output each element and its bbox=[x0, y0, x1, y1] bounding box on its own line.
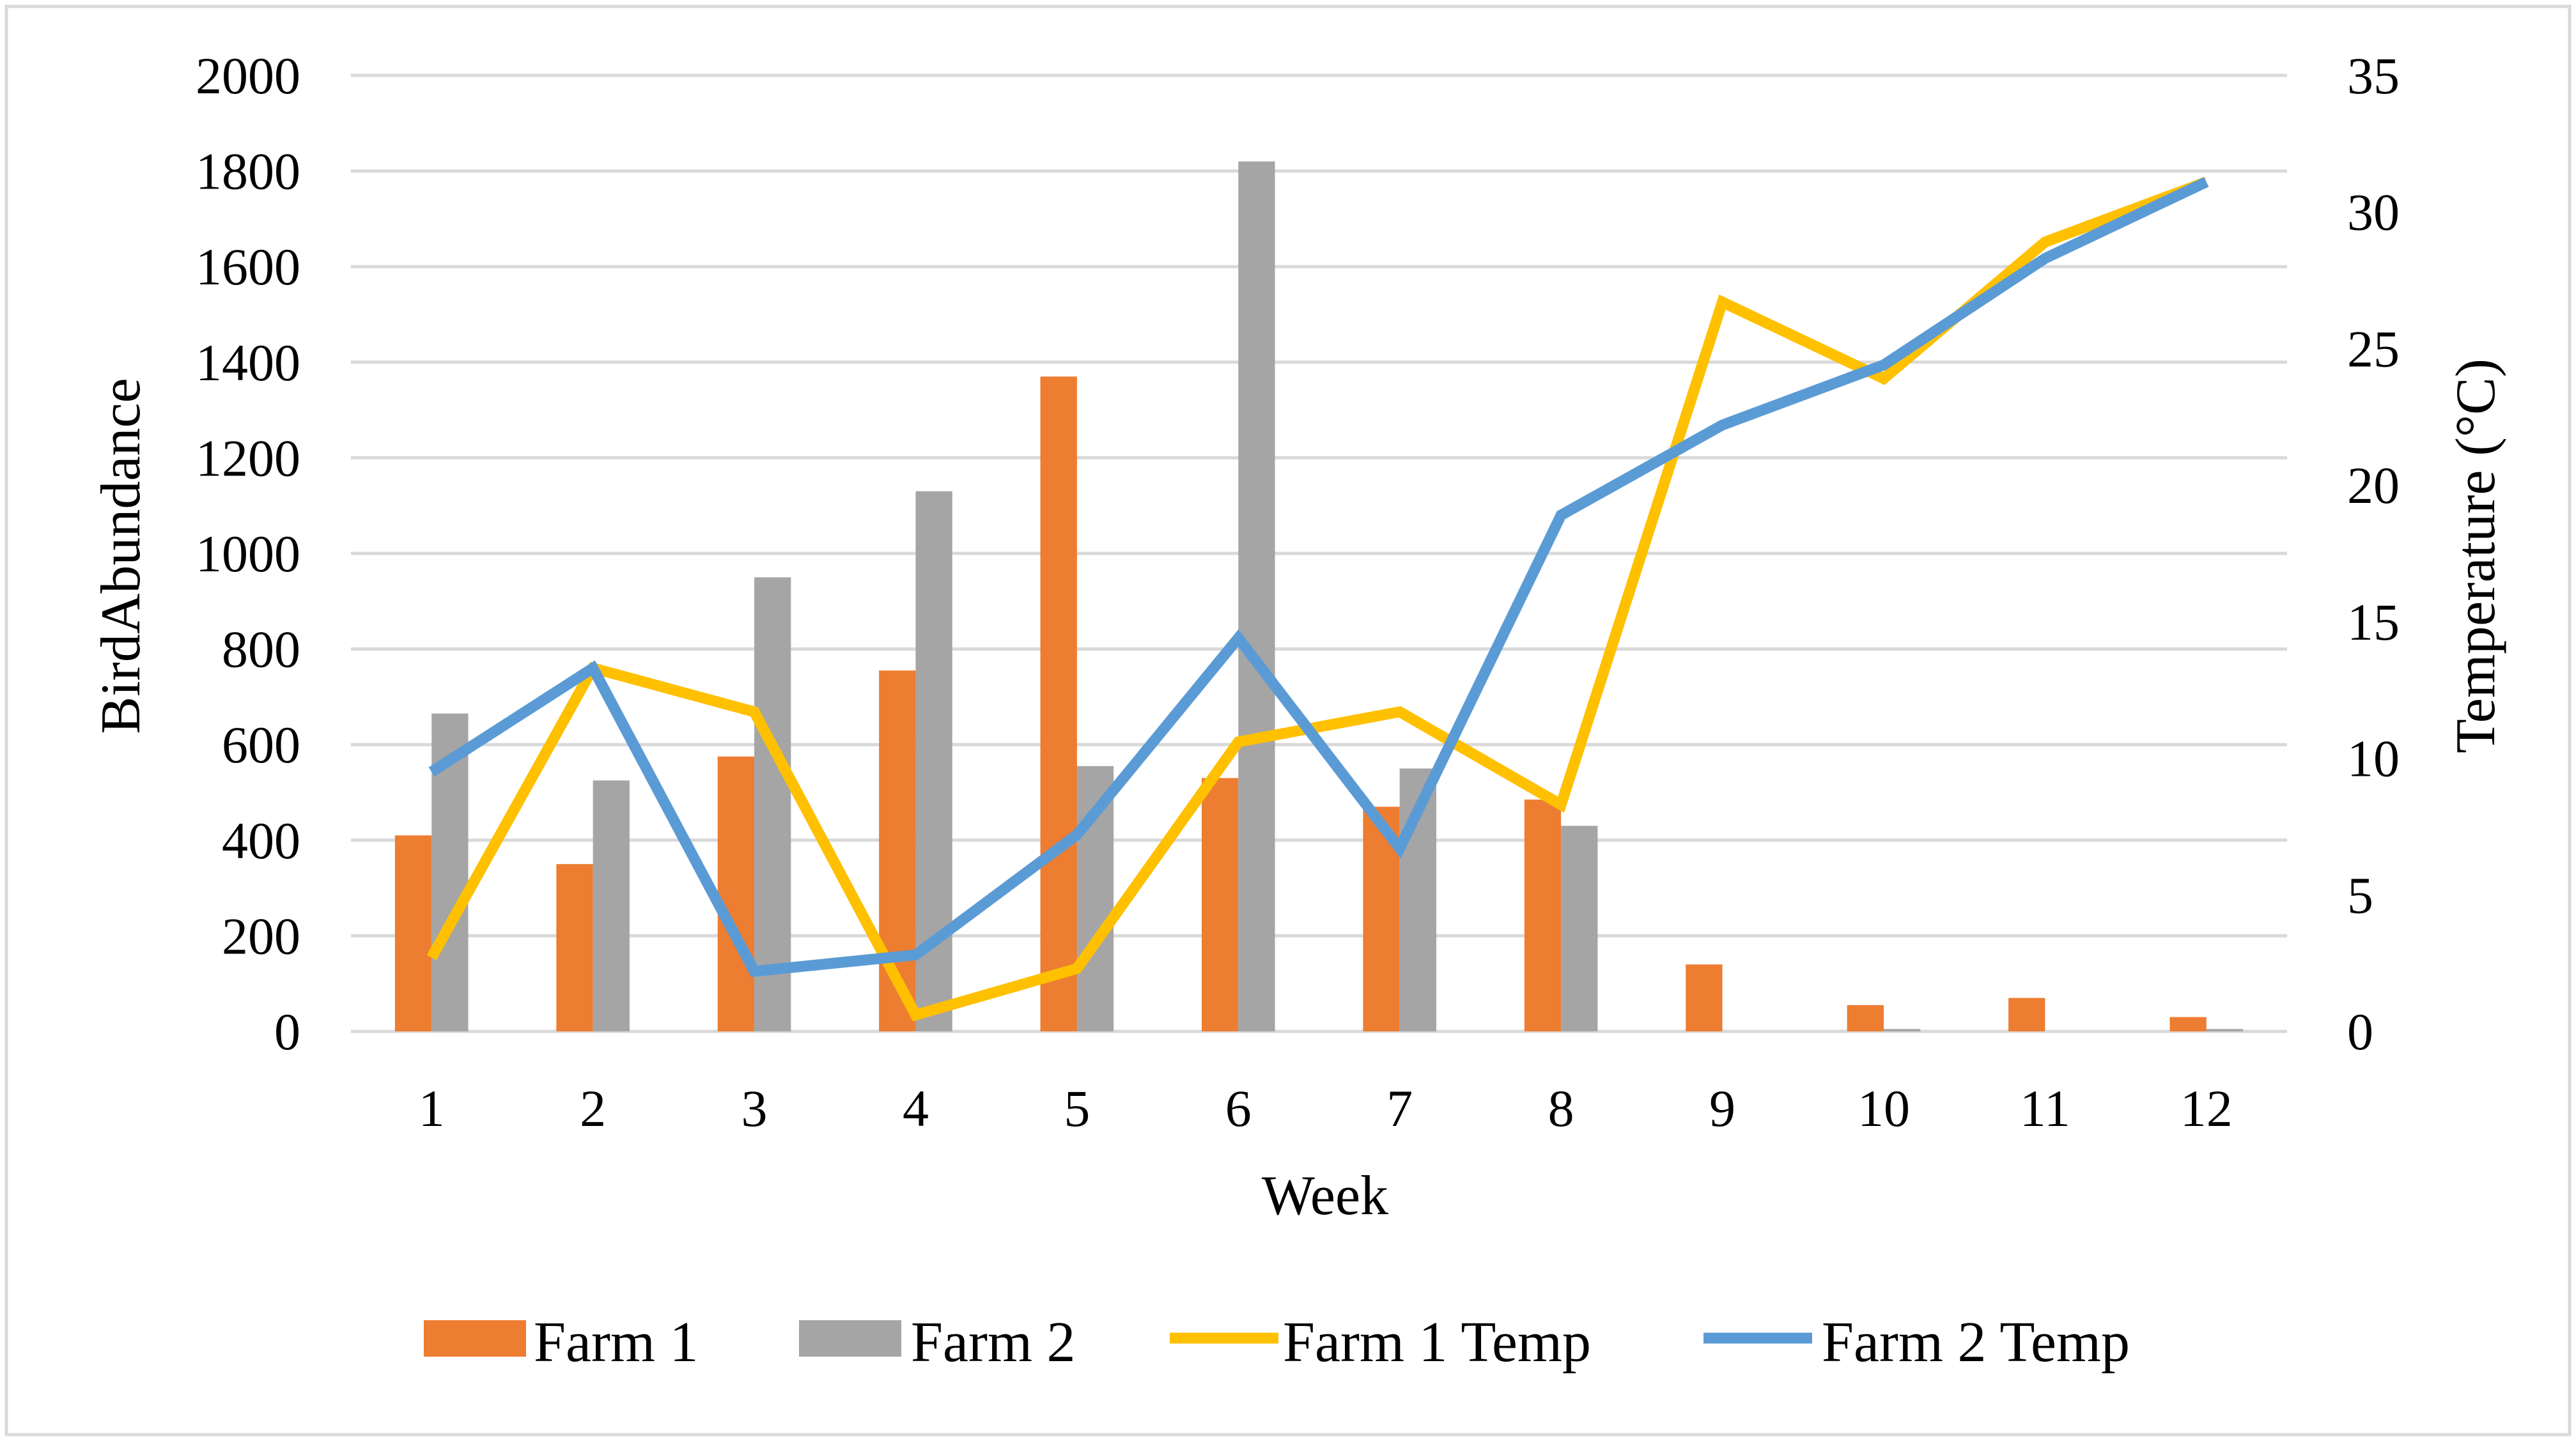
bar-farm-2 bbox=[2206, 1029, 2244, 1031]
x-tick-label: 2 bbox=[580, 1079, 606, 1137]
bar-farm-1 bbox=[1847, 1005, 1884, 1031]
x-tick-label: 11 bbox=[2020, 1079, 2070, 1137]
y-axis-right-title: Temperature (°C) bbox=[2445, 358, 2507, 753]
bar-farm-1 bbox=[394, 835, 432, 1031]
legend-swatch bbox=[799, 1320, 901, 1357]
x-tick-label: 9 bbox=[1709, 1079, 1735, 1137]
y-axis-left-title: BirdAbundance bbox=[90, 378, 152, 734]
y-axis-left-ticks: 0 200 400 600 800 1000 1200 1400 1600 1800 2000 bbox=[196, 47, 300, 1061]
x-tick-label: 7 bbox=[1386, 1079, 1413, 1137]
legend-item-farm-1: Farm 1 bbox=[424, 1311, 698, 1374]
line-farm-2-temp bbox=[428, 177, 2209, 977]
x-axis-ticks: 1 2 3 4 5 6 7 8 9 10 11 12 bbox=[419, 1079, 2233, 1137]
x-tick-label: 10 bbox=[1858, 1079, 1910, 1137]
bar-farm-2 bbox=[1561, 826, 1598, 1031]
y-tick-label: 2000 bbox=[196, 47, 300, 105]
legend-label: Farm 2 bbox=[911, 1311, 1075, 1374]
bar-farm-1 bbox=[556, 864, 593, 1031]
bar-farm-2 bbox=[1238, 161, 1275, 1031]
x-tick-label: 4 bbox=[903, 1079, 929, 1137]
bar-farm-2 bbox=[593, 780, 630, 1031]
y-tick-label: 400 bbox=[222, 812, 300, 870]
y-tick-label: 200 bbox=[222, 907, 300, 965]
gridlines bbox=[351, 73, 2287, 1033]
y2-tick-label: 10 bbox=[2347, 730, 2400, 788]
bar-farm-2 bbox=[1883, 1029, 1921, 1031]
y-axis-right-ticks: 0 5 10 15 20 25 30 35 bbox=[2347, 47, 2400, 1061]
bar-farm-1 bbox=[1686, 964, 1723, 1031]
x-tick-label: 6 bbox=[1225, 1079, 1252, 1137]
y2-tick-label: 0 bbox=[2347, 1003, 2373, 1061]
x-tick-label: 8 bbox=[1548, 1079, 1574, 1137]
bar-farm-1 bbox=[2008, 998, 2045, 1031]
legend-label: Farm 2 Temp bbox=[1822, 1311, 2130, 1374]
y-tick-label: 0 bbox=[274, 1003, 300, 1061]
legend-item-farm-2: Farm 2 bbox=[799, 1311, 1075, 1374]
bar-farm-1 bbox=[1040, 376, 1077, 1031]
bar-series bbox=[394, 161, 2244, 1031]
y-tick-label: 600 bbox=[222, 716, 300, 774]
chart-border bbox=[4, 4, 2572, 1437]
y-tick-label: 1200 bbox=[196, 429, 300, 487]
legend-label: Farm 1 bbox=[534, 1311, 698, 1374]
bar-farm-2 bbox=[754, 577, 791, 1031]
bar-farm-1 bbox=[1201, 778, 1239, 1031]
bar-farm-1 bbox=[2169, 1017, 2207, 1031]
bar-farm-1 bbox=[717, 756, 755, 1031]
y2-tick-label: 20 bbox=[2347, 456, 2400, 514]
y-tick-label: 1600 bbox=[196, 238, 300, 296]
legend-item-farm-1-temp: Farm 1 Temp bbox=[1170, 1311, 1591, 1374]
y2-tick-label: 25 bbox=[2347, 320, 2400, 378]
y-tick-label: 1000 bbox=[196, 525, 300, 583]
legend: Farm 1 Farm 2 Farm 1 Temp Farm 2 Temp bbox=[424, 1311, 2130, 1374]
y2-tick-label: 5 bbox=[2347, 866, 2373, 924]
y2-tick-label: 15 bbox=[2347, 593, 2400, 651]
legend-label: Farm 1 Temp bbox=[1283, 1311, 1591, 1374]
y2-tick-label: 35 bbox=[2347, 47, 2400, 105]
x-tick-label: 1 bbox=[419, 1079, 445, 1137]
x-tick-label: 3 bbox=[741, 1079, 768, 1137]
x-axis-title: Week bbox=[1262, 1165, 1388, 1227]
y-tick-label: 1400 bbox=[196, 334, 300, 392]
y-tick-label: 1800 bbox=[196, 143, 300, 201]
line-farm-1-temp bbox=[426, 176, 2208, 1022]
y-tick-label: 800 bbox=[222, 620, 300, 679]
bar-farm-1 bbox=[1524, 799, 1562, 1031]
x-tick-label: 12 bbox=[2180, 1079, 2233, 1137]
x-tick-label: 5 bbox=[1064, 1079, 1090, 1137]
line-series bbox=[426, 176, 2209, 1022]
legend-item-farm-2-temp: Farm 2 Temp bbox=[1703, 1311, 2130, 1374]
legend-swatch bbox=[424, 1320, 526, 1357]
y2-tick-label: 30 bbox=[2347, 183, 2400, 242]
